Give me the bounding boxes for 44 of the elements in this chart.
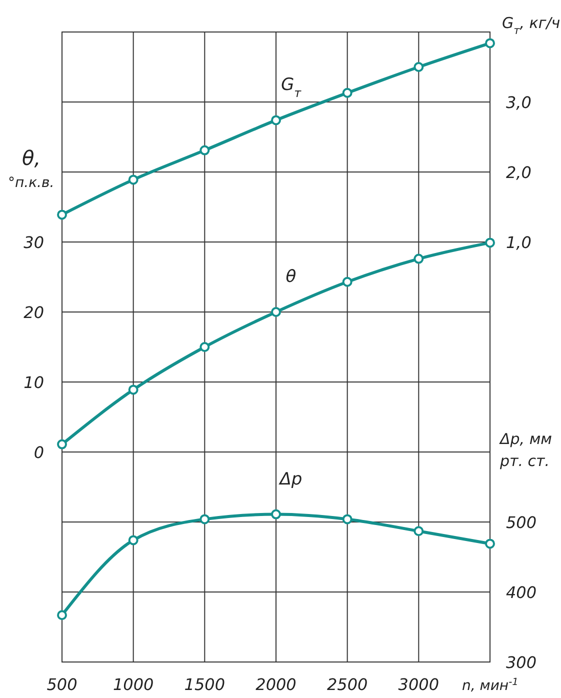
point <box>57 610 67 620</box>
point <box>128 535 138 546</box>
point <box>128 174 138 185</box>
y-tick-label: 10 <box>24 373 44 392</box>
y3-tick-label: 300 <box>506 653 537 672</box>
point <box>200 342 210 352</box>
point <box>485 238 495 248</box>
y3-tick-label: 500 <box>506 513 537 532</box>
x-tick-label: 2000 <box>256 675 296 694</box>
x-tick-label: 1500 <box>184 675 226 694</box>
series-label: Δp <box>278 469 302 490</box>
y2-axis-title: G$_{т}$, кг/ч <box>502 14 560 37</box>
y3-axis-title: Δp, мм рт. ст. <box>499 430 552 470</box>
x-tick-label: 500 <box>46 675 78 694</box>
point <box>271 115 281 126</box>
point <box>342 88 352 98</box>
y-tick-label: 0 <box>34 443 44 462</box>
point <box>200 145 210 156</box>
y-tick-label: 20 <box>24 303 44 322</box>
point <box>57 210 67 220</box>
x-tick-label: 3000 <box>398 675 440 694</box>
point <box>414 254 424 264</box>
y2-tick-label: 2,0 <box>506 163 532 182</box>
point <box>342 276 352 287</box>
y2-tick-label: 3,0 <box>506 93 532 112</box>
x-tick-label: 2500 <box>326 675 368 694</box>
point <box>414 62 424 72</box>
point <box>200 514 210 524</box>
x-axis-title: n, мин$^{-1}$ <box>462 676 518 694</box>
point <box>271 509 281 520</box>
series-label: G$_{т}$ <box>280 75 302 100</box>
point <box>128 384 138 395</box>
x-tick-label: 1000 <box>112 675 154 694</box>
y2-tick-label: 1,0 <box>506 233 532 252</box>
y3-tick-label: 400 <box>506 583 537 602</box>
point <box>414 526 424 536</box>
series-label: θ <box>286 267 297 287</box>
y-axis-title: θ, °п.к.в. <box>8 146 54 191</box>
point <box>271 307 281 317</box>
point <box>485 38 495 48</box>
point <box>342 514 352 524</box>
y-tick-label: 30 <box>24 233 44 252</box>
point <box>57 439 67 450</box>
point <box>485 538 495 549</box>
